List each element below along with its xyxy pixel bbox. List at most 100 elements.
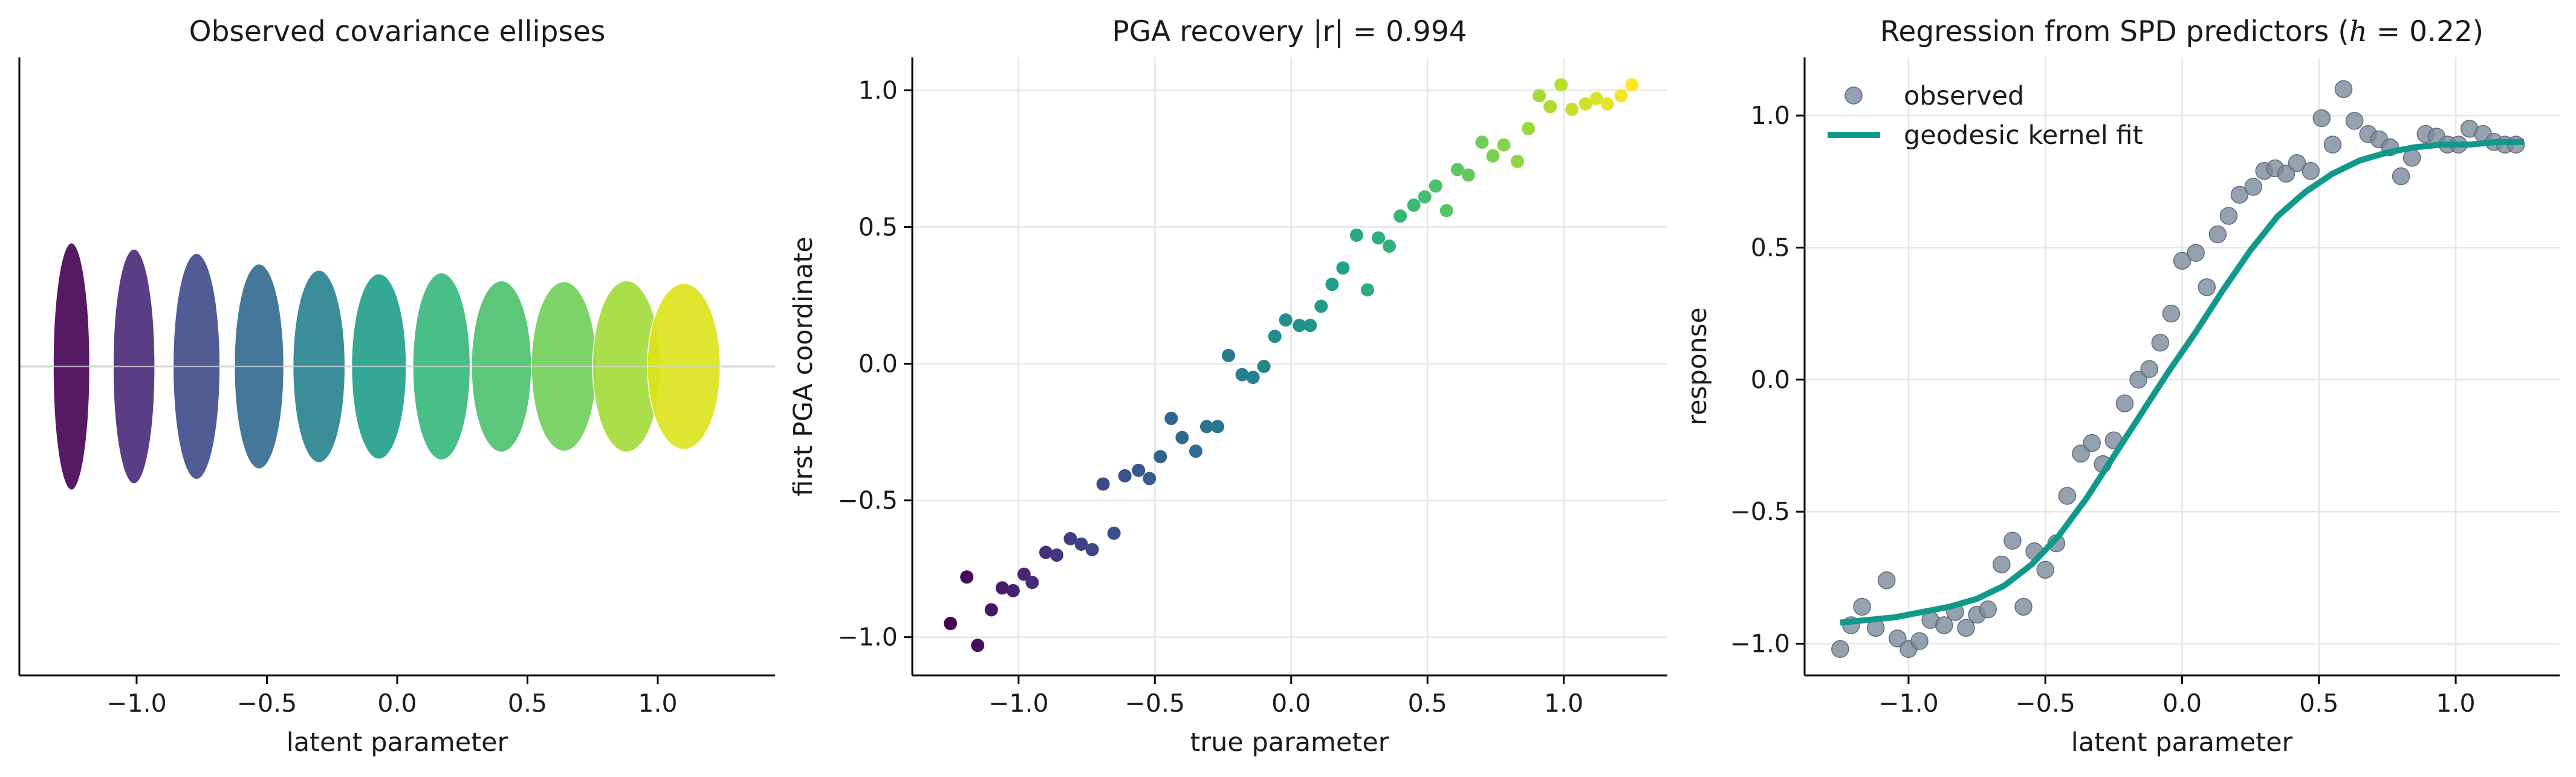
pga-point (1132, 463, 1146, 477)
x-tick-label: 0.5 (2299, 689, 2338, 718)
panel-2-y-axis-label: first PGA coordinate (788, 236, 819, 496)
x-tick-label: 0.0 (1271, 689, 1311, 718)
x-tick-label: 1.0 (638, 689, 677, 718)
x-tick-label: 0.0 (2162, 689, 2202, 718)
pga-point (1006, 584, 1020, 597)
pga-point (1486, 149, 1500, 163)
y-tick-label: 1.0 (1751, 101, 1790, 130)
pga-point (1164, 411, 1178, 425)
pga-point (1257, 360, 1271, 373)
pga-point (1418, 190, 1432, 204)
observed-point (2058, 487, 2077, 505)
y-tick-label: 0.0 (858, 349, 898, 378)
pga-point (1497, 138, 1511, 152)
x-tick-label: 0.5 (1408, 689, 1447, 718)
panel-1-ellipses (19, 242, 775, 491)
observed-point (1979, 600, 1997, 619)
pga-point (1614, 89, 1628, 103)
y-tick-label: 0.5 (1751, 233, 1790, 262)
pga-point (1211, 420, 1225, 434)
observed-point (2198, 278, 2216, 296)
pga-point (1314, 299, 1328, 313)
observed-point (2003, 532, 2022, 550)
observed-point (2140, 360, 2158, 379)
legend-fit-label: geodesic kernel fit (1904, 120, 2143, 151)
observed-point (2129, 371, 2147, 389)
y-tick-label: 0.5 (858, 212, 898, 241)
pga-point (1407, 198, 1421, 212)
observed-point (2173, 252, 2192, 270)
x-tick-label: −0.5 (2015, 689, 2075, 718)
pga-point (1222, 348, 1236, 362)
pga-point (1336, 261, 1350, 275)
x-tick-label: −1.0 (988, 689, 1049, 718)
pga-point (1325, 278, 1339, 291)
x-tick-label: 0.0 (377, 689, 417, 718)
pga-point (1143, 472, 1157, 486)
panel-1-ticks: −1.0 −0.5 0.0 0.5 1.0 (106, 675, 678, 718)
x-tick-label: 1.0 (2436, 689, 2475, 718)
y-tick-label: −1.0 (1730, 629, 1790, 658)
pga-point (944, 617, 958, 631)
pga-point (1349, 228, 1363, 242)
observed-point (1831, 640, 1849, 658)
panel-3-y-axis-label: response (1682, 307, 1713, 425)
y-tick-label: −0.5 (837, 486, 898, 515)
pga-point (1050, 548, 1063, 562)
observed-point (2392, 167, 2410, 186)
x-tick-label: −1.0 (1878, 689, 1939, 718)
observed-point (1957, 619, 1975, 637)
observed-point (2162, 304, 2181, 323)
pga-point (960, 570, 974, 584)
observed-point (2312, 109, 2331, 128)
observed-point (2151, 333, 2170, 352)
pga-point (1074, 537, 1088, 551)
pga-point (1533, 89, 1546, 103)
observed-point (2208, 225, 2227, 244)
panel-1-x-axis-label: latent parameter (287, 727, 508, 758)
observed-point (2072, 444, 2090, 463)
x-tick-label: −0.5 (1125, 689, 1186, 718)
panel-3-ticks: −1.0 −0.5 0.0 0.5 1.0 −1.0 −0.5 0.0 0.5 1.0 (1730, 101, 2475, 718)
panel-3-title: Regression from SPD predictors (h = 0.22… (1880, 15, 2484, 48)
panel-3-legend: observed geodesic kernel fit (1828, 81, 2143, 151)
pga-point (1522, 122, 1536, 135)
observed-point (2187, 244, 2205, 262)
pga-point (1107, 526, 1121, 540)
panel-spd-regression: Regression from SPD predictors (h = 0.22… (1682, 15, 2560, 758)
pga-point (1175, 431, 1189, 444)
pga-point (1450, 163, 1464, 177)
observed-point (2036, 561, 2054, 579)
pga-point (1189, 444, 1202, 458)
y-tick-label: 0.0 (1751, 365, 1790, 394)
observed-point (1993, 555, 2011, 574)
pga-point (1383, 239, 1397, 253)
pga-point (1589, 91, 1603, 105)
legend-observed-marker (1844, 86, 1863, 105)
observed-point (1889, 629, 1907, 648)
pga-point (1303, 319, 1317, 333)
pga-point (1017, 567, 1031, 581)
pga-point (1578, 97, 1592, 111)
observed-point (2302, 162, 2320, 180)
x-tick-label: 1.0 (1544, 689, 1583, 718)
observed-point (1853, 597, 1871, 616)
panel-covariance-ellipses: Observed covariance ellipses −1.0 −0.5 0.0… (18, 15, 775, 758)
panel-pga-recovery: PGA recovery |r| = 0.994 −1.0 −0.5 0.0 0.5 1… (788, 15, 1667, 758)
observed-point (2115, 394, 2134, 412)
panel-3-marks (1831, 80, 2525, 658)
legend-observed-label: observed (1904, 81, 2024, 111)
pga-point (1361, 283, 1375, 297)
panel-2-x-axis-label: true parameter (1190, 727, 1389, 758)
pga-point (971, 639, 985, 652)
observed-point (2334, 80, 2353, 99)
pga-point (1554, 78, 1568, 92)
pga-point (1085, 542, 1099, 556)
panel-1-title: Observed covariance ellipses (189, 15, 606, 48)
pga-point (1039, 545, 1053, 559)
observed-point (2083, 434, 2101, 452)
pga-point (1439, 204, 1453, 218)
observed-point (2277, 164, 2295, 183)
pga-point (1293, 319, 1306, 333)
pga-point (1372, 231, 1386, 245)
